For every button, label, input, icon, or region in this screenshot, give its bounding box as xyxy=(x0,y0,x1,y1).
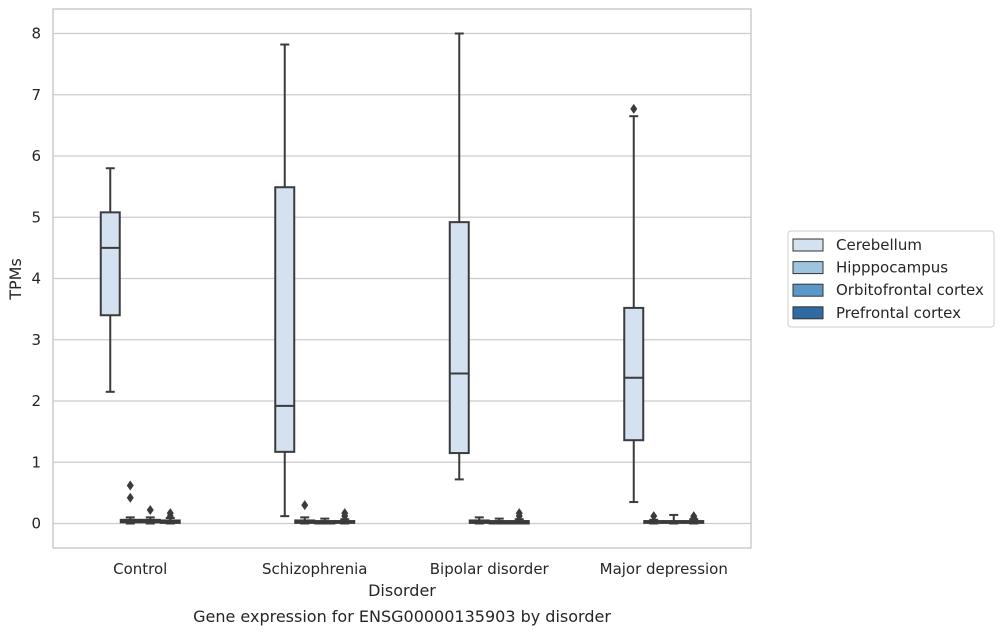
y-tick-label-1: 1 xyxy=(31,453,41,471)
y-tick-label-2: 2 xyxy=(31,392,41,410)
box-hipppocampus-bipolar-disorder xyxy=(468,516,490,525)
y-tick-label-5: 5 xyxy=(31,208,41,226)
box-iqr xyxy=(99,211,121,317)
x-tick-label-major-depression: Major depression xyxy=(600,560,728,578)
y-tick-label-3: 3 xyxy=(31,331,41,349)
legend: Cerebellum Hipppocampus Orbitofrontal cort… xyxy=(787,230,995,328)
plot-area-frame xyxy=(52,8,752,549)
outlier-point xyxy=(166,508,174,519)
legend-swatch-prefrontal-cortex xyxy=(792,306,824,320)
outlier-point xyxy=(301,500,309,511)
outlier-point xyxy=(650,511,658,522)
boxes xyxy=(99,32,705,525)
y-tick-label-6: 6 xyxy=(31,147,41,165)
outlier-point xyxy=(630,103,638,114)
legend-swatch-hipppocampus xyxy=(792,261,824,275)
box-iqr xyxy=(448,221,470,455)
chart-title: Gene expression for ENSG00000135903 by d… xyxy=(193,607,611,626)
y-tick-label-4: 4 xyxy=(31,270,41,288)
legend-swatch-orbitofrontal-cortex xyxy=(792,283,824,297)
y-tick-label-0: 0 xyxy=(31,515,41,533)
outlier-point xyxy=(146,505,154,516)
y-axis-ticks: 0 1 2 3 4 5 6 7 8 xyxy=(31,25,41,533)
legend-swatch-cerebellum xyxy=(792,238,824,252)
box-orbitofrontal-cortex-schizophrenia xyxy=(314,517,336,525)
y-tick-label-7: 7 xyxy=(31,86,41,104)
outlier-point xyxy=(341,508,349,519)
legend-frame xyxy=(787,230,995,328)
x-tick-label-bipolar-disorder: Bipolar disorder xyxy=(430,560,550,578)
legend-label-hipppocampus: Hipppocampus xyxy=(836,259,948,277)
legend-label-cerebellum: Cerebellum xyxy=(836,236,922,254)
x-axis-label: Disorder xyxy=(368,581,436,600)
x-tick-label-schizophrenia: Schizophrenia xyxy=(262,560,367,578)
legend-label-orbitofrontal-cortex: Orbitofrontal cortex xyxy=(836,281,984,299)
box-prefrontal-cortex-control xyxy=(159,508,181,525)
box-cerebellum-schizophrenia xyxy=(274,43,296,518)
box-cerebellum-major-depression xyxy=(623,103,645,504)
box-orbitofrontal-cortex-major-depression xyxy=(663,513,685,525)
box-hipppocampus-control xyxy=(119,480,141,525)
box-prefrontal-cortex-major-depression xyxy=(683,511,705,525)
box-prefrontal-cortex-bipolar-disorder xyxy=(508,508,530,525)
grid-lines xyxy=(53,32,751,525)
y-tick-label-8: 8 xyxy=(31,25,41,43)
x-tick-label-control: Control xyxy=(113,560,167,578)
box-hipppocampus-major-depression xyxy=(643,511,665,525)
box-cerebellum-control xyxy=(99,167,121,393)
y-axis-label: TPMs xyxy=(6,258,25,301)
legend-item-hipppocampus: Hipppocampus xyxy=(792,259,948,277)
outlier-point xyxy=(126,480,134,491)
box-orbitofrontal-cortex-control xyxy=(139,505,161,525)
legend-item-orbitofrontal-cortex: Orbitofrontal cortex xyxy=(792,281,984,299)
box-prefrontal-cortex-schizophrenia xyxy=(334,508,356,525)
outlier-point xyxy=(126,492,134,503)
legend-item-prefrontal-cortex: Prefrontal cortex xyxy=(792,304,961,322)
box-iqr xyxy=(274,186,296,453)
legend-item-cerebellum: Cerebellum xyxy=(792,236,922,254)
outlier-point xyxy=(515,508,523,519)
box-cerebellum-bipolar-disorder xyxy=(448,32,470,481)
box-hipppocampus-schizophrenia xyxy=(294,500,316,525)
x-axis-ticks: Control Schizophrenia Bipolar disorder Majo… xyxy=(113,560,728,578)
outlier-point xyxy=(690,511,698,522)
box-orbitofrontal-cortex-bipolar-disorder xyxy=(488,517,510,525)
legend-label-prefrontal-cortex: Prefrontal cortex xyxy=(836,304,961,322)
box-iqr xyxy=(623,306,645,442)
